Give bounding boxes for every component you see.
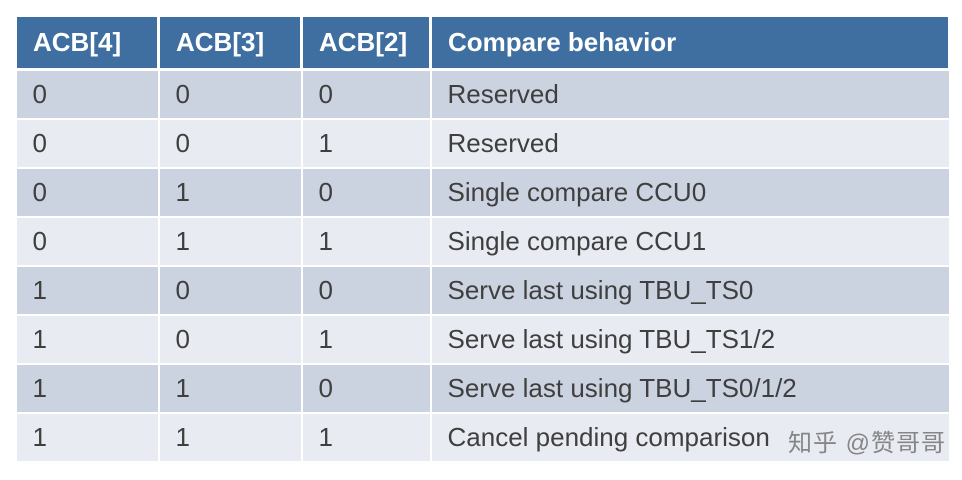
- cell-acb4: 0: [14, 216, 160, 267]
- table-header-row: ACB[4] ACB[3] ACB[2] Compare behavior: [14, 14, 951, 71]
- table-row: 0 1 1 Single compare CCU1: [14, 216, 951, 267]
- table-row: 0 1 0 Single compare CCU0: [14, 167, 951, 218]
- cell-acb4: 1: [14, 412, 160, 463]
- cell-acb2: 0: [300, 363, 432, 414]
- table-row: 1 1 1 Cancel pending comparison: [14, 412, 951, 463]
- table-row: 1 0 1 Serve last using TBU_TS1/2: [14, 314, 951, 365]
- cell-acb2: 0: [300, 167, 432, 218]
- cell-behavior: Cancel pending comparison: [429, 412, 951, 463]
- cell-behavior: Single compare CCU0: [429, 167, 951, 218]
- cell-acb2: 1: [300, 314, 432, 365]
- cell-acb4: 0: [14, 118, 160, 169]
- cell-acb3: 1: [157, 167, 303, 218]
- table-row: 1 1 0 Serve last using TBU_TS0/1/2: [14, 363, 951, 414]
- header-acb4: ACB[4]: [14, 14, 160, 71]
- cell-acb3: 0: [157, 314, 303, 365]
- cell-behavior: Single compare CCU1: [429, 216, 951, 267]
- cell-acb2: 1: [300, 118, 432, 169]
- table-row: 0 0 1 Reserved: [14, 118, 951, 169]
- acb-compare-behavior-table: ACB[4] ACB[3] ACB[2] Compare behavior 0 …: [14, 14, 951, 463]
- cell-acb2: 0: [300, 68, 432, 120]
- cell-acb3: 0: [157, 265, 303, 316]
- cell-behavior: Serve last using TBU_TS0: [429, 265, 951, 316]
- cell-behavior: Serve last using TBU_TS0/1/2: [429, 363, 951, 414]
- cell-acb3: 1: [157, 412, 303, 463]
- cell-acb2: 0: [300, 265, 432, 316]
- cell-acb3: 1: [157, 363, 303, 414]
- cell-behavior: Reserved: [429, 118, 951, 169]
- cell-acb2: 1: [300, 412, 432, 463]
- header-compare-behavior: Compare behavior: [429, 14, 951, 71]
- cell-acb2: 1: [300, 216, 432, 267]
- cell-acb4: 0: [14, 167, 160, 218]
- table-row: 1 0 0 Serve last using TBU_TS0: [14, 265, 951, 316]
- cell-acb4: 1: [14, 363, 160, 414]
- cell-behavior: Serve last using TBU_TS1/2: [429, 314, 951, 365]
- header-acb3: ACB[3]: [157, 14, 303, 71]
- cell-acb4: 0: [14, 68, 160, 120]
- cell-acb3: 0: [157, 118, 303, 169]
- cell-acb4: 1: [14, 265, 160, 316]
- cell-acb3: 1: [157, 216, 303, 267]
- cell-acb4: 1: [14, 314, 160, 365]
- cell-behavior: Reserved: [429, 68, 951, 120]
- cell-acb3: 0: [157, 68, 303, 120]
- table-row: 0 0 0 Reserved: [14, 68, 951, 120]
- header-acb2: ACB[2]: [300, 14, 432, 71]
